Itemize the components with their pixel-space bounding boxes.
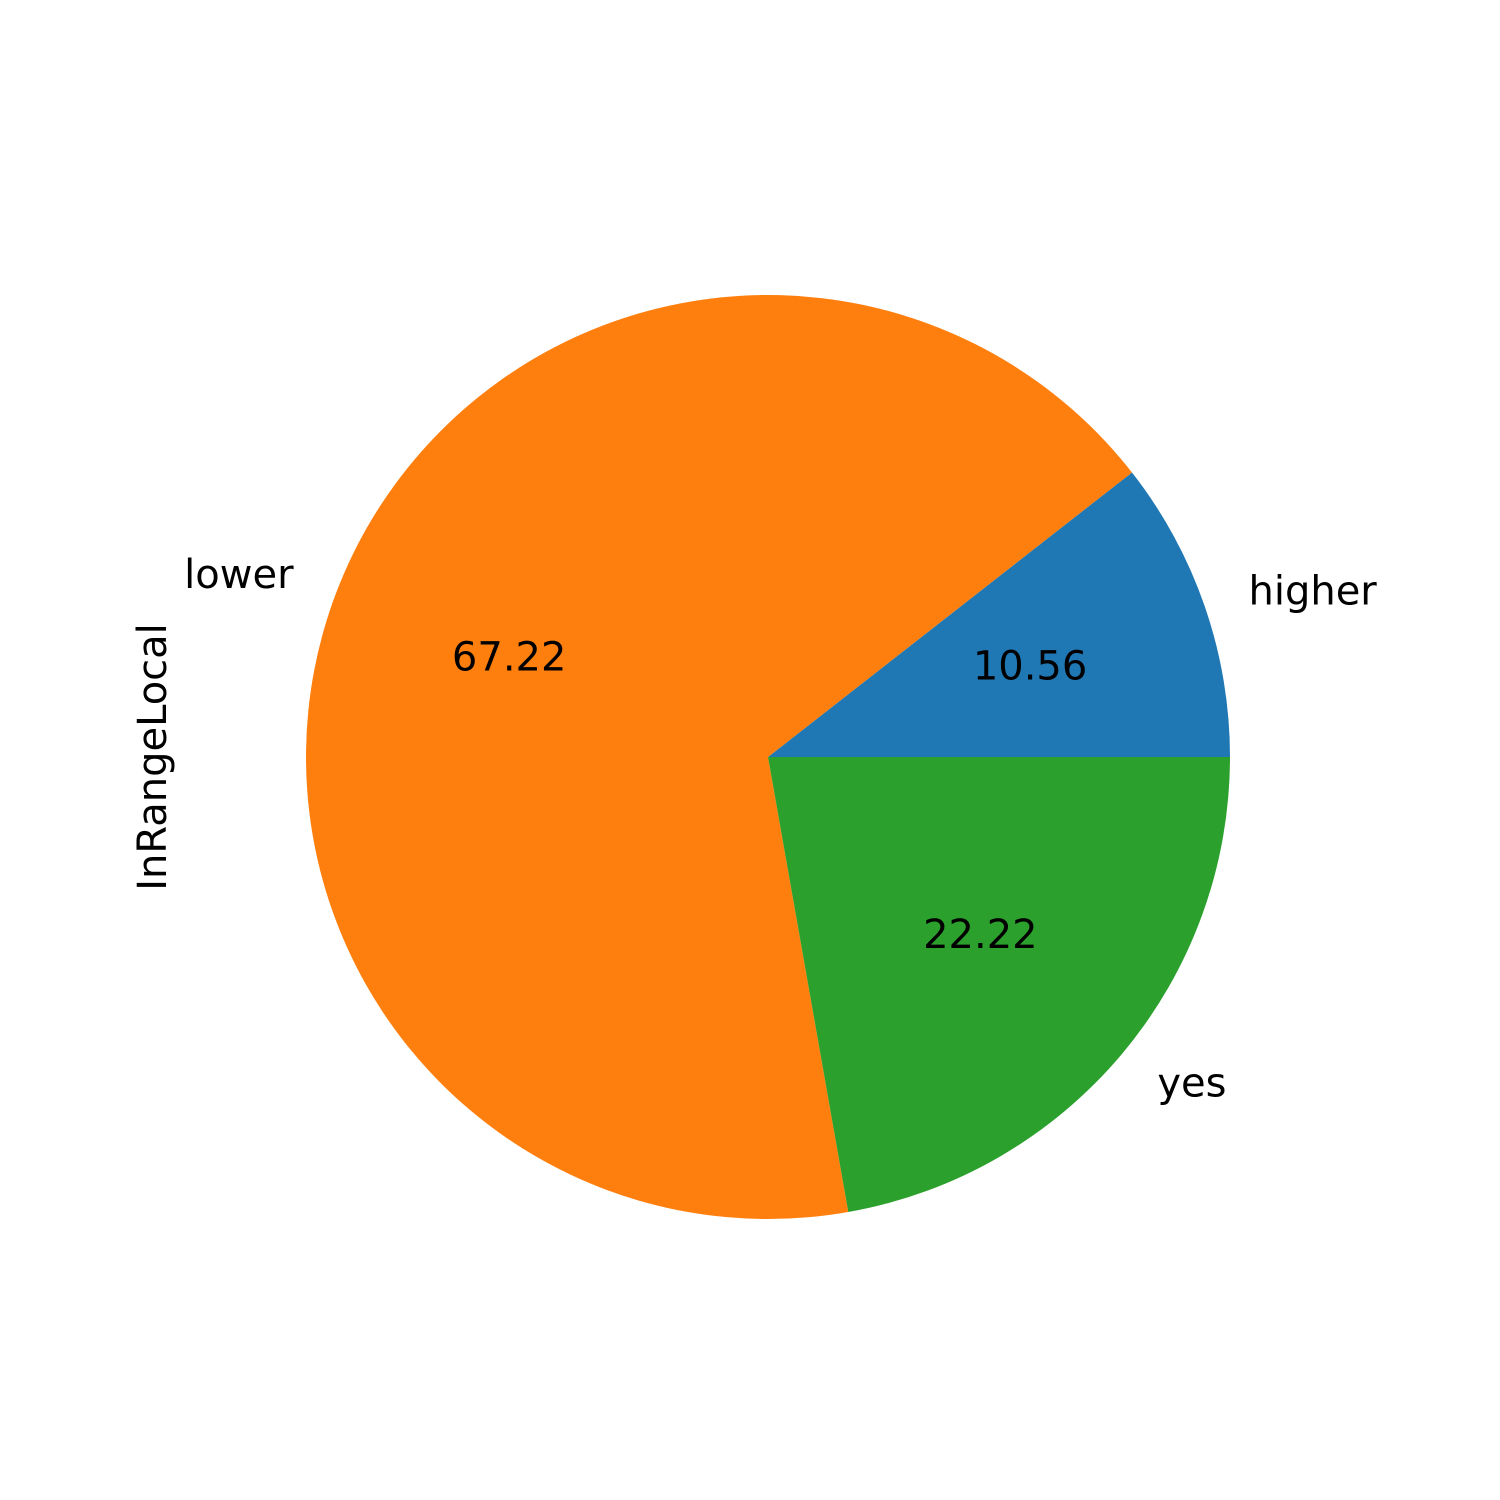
- pie-slice-higher: [768, 472, 1230, 757]
- slice-value-label-lower: 67.22: [452, 635, 567, 681]
- y-axis-label: InRangeLocal: [130, 623, 176, 891]
- slice-label-yes: yes: [1157, 1061, 1226, 1107]
- slice-value-label-yes: 22.22: [923, 912, 1038, 958]
- slice-label-higher: higher: [1248, 568, 1377, 614]
- pie-slice-lower: [305, 294, 1132, 1219]
- pie-labels: higher 10.56 lower 67.22 yes 22.22: [184, 552, 1377, 1107]
- pie-slice-yes: [768, 757, 1230, 1212]
- pie-slices: [305, 294, 1230, 1219]
- slice-value-label-higher: 10.56: [973, 644, 1088, 690]
- slice-label-lower: lower: [184, 552, 294, 598]
